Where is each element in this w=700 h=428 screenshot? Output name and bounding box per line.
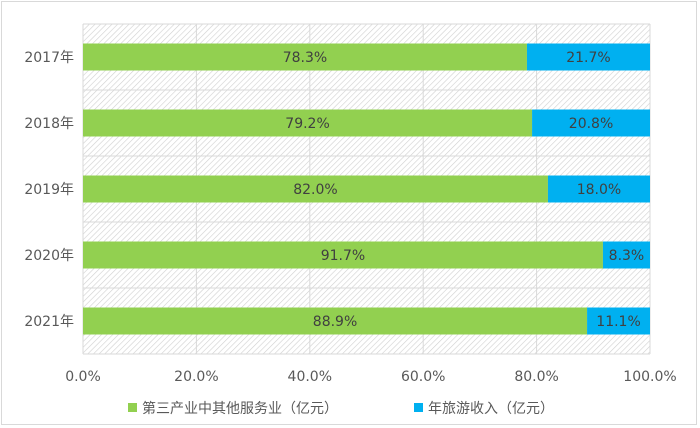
data-label: 18.0% xyxy=(577,182,621,198)
data-label: 8.3% xyxy=(609,248,645,264)
x-tick-label: 40.0% xyxy=(288,369,332,385)
x-tick-label: 0.0% xyxy=(65,369,101,385)
x-tick-label: 20.0% xyxy=(174,369,218,385)
bar-segment xyxy=(83,307,588,335)
x-tick-label: 100.0% xyxy=(623,369,676,385)
x-tick-label: 60.0% xyxy=(401,369,445,385)
y-category-label: 2019年 xyxy=(24,182,74,198)
y-category-label: 2021年 xyxy=(24,314,74,330)
bar-segment xyxy=(587,307,650,335)
bar-segment xyxy=(83,43,527,71)
bar-segment xyxy=(547,175,650,203)
y-category-label: 2020年 xyxy=(24,248,74,264)
legend-swatch xyxy=(414,403,423,412)
data-label: 11.1% xyxy=(596,314,640,330)
bar-segment xyxy=(83,175,548,203)
data-label: 20.8% xyxy=(569,116,613,132)
data-label: 78.3% xyxy=(283,50,327,66)
y-category-label: 2018年 xyxy=(24,116,74,132)
data-label: 79.2% xyxy=(285,116,329,132)
bar-segment xyxy=(526,43,650,71)
data-label: 91.7% xyxy=(321,248,365,264)
legend-label: 第三产业中其他服务业（亿元） xyxy=(142,400,338,417)
bar-segment xyxy=(532,109,650,137)
bar-segment xyxy=(83,241,603,269)
y-category-label: 2017年 xyxy=(24,50,74,66)
data-label: 88.9% xyxy=(313,314,357,330)
data-label: 82.0% xyxy=(293,182,337,198)
data-label: 21.7% xyxy=(566,50,610,66)
legend-swatch xyxy=(128,403,137,412)
x-tick-label: 80.0% xyxy=(514,369,558,385)
legend-label: 年旅游收入（亿元） xyxy=(428,401,554,417)
bar-segment xyxy=(602,241,650,269)
bar-segment xyxy=(83,109,533,137)
